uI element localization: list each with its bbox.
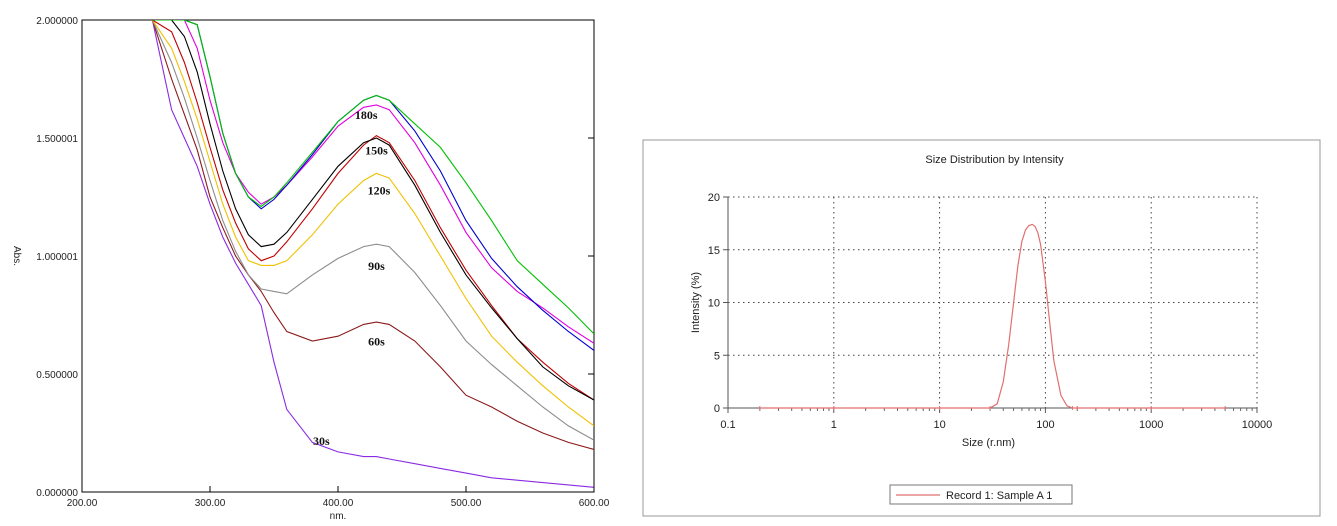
y-tick-label: 20 [708, 192, 720, 204]
x-tick-label: 400.00 [323, 498, 354, 509]
curve-label-180s: 180s [355, 108, 378, 122]
series-line-120s [151, 20, 594, 427]
curve-label-90s: 90s [368, 259, 385, 273]
y-tick-label: 0 [714, 403, 720, 415]
legend-box [889, 484, 1073, 505]
x-tick-label: 1 [831, 419, 837, 431]
series-line-unlabeled-5 [152, 20, 594, 401]
y-axis-title: Abs. [11, 246, 22, 266]
y-tick-label: 15 [708, 245, 720, 257]
x-tick-label: 500.00 [451, 498, 482, 509]
x-axis-title: nm. [330, 511, 347, 522]
legend: Record 1: Sample A 1 [889, 484, 1073, 505]
x-tick-label: 10000 [1242, 419, 1273, 431]
series-line-30s [151, 20, 594, 488]
x-tick-label: 0.1 [720, 419, 735, 431]
curve-label-60s: 60s [368, 335, 385, 349]
curve-label-150s: 150s [365, 144, 388, 158]
y-tick-label: 2.000000 [36, 16, 78, 27]
curve-label-30s: 30s [313, 434, 330, 448]
series-line-150s [152, 20, 594, 401]
series-line-60s [151, 20, 594, 451]
y-tick-label: 0.000000 [36, 488, 78, 499]
x-tick-label: 200.00 [67, 498, 98, 509]
x-tick-label: 300.00 [195, 498, 226, 509]
x-tick-label: 1000 [1139, 419, 1163, 431]
series-line-unlabeled-8 [152, 20, 594, 335]
y-tick-label: 10 [708, 298, 720, 310]
x-tick-label: 10 [933, 419, 945, 431]
chart-panel [642, 139, 1321, 517]
y-tick-label: 5 [714, 350, 720, 362]
y-tick-label: 1.000001 [36, 252, 78, 263]
y-tick-label: 0.500000 [36, 370, 78, 381]
curves [151, 20, 594, 488]
x-tick-label: 600.00 [579, 498, 610, 509]
curve-label-120s: 120s [368, 184, 391, 198]
uv-vis-absorbance-chart: 200.00 300.00 400.00 500.00 600.00 0.000000 0.… [11, 16, 610, 522]
y-axis-title: Intensity (%) [690, 272, 702, 333]
y-tick-label: 1.500001 [36, 134, 78, 145]
series-line-record-1 [759, 223, 1226, 409]
x-axis-title: Size (r.nm) [962, 437, 1015, 449]
chart-title: Size Distribution by Intensity [925, 154, 1064, 166]
x-tick-label: 100 [1036, 419, 1054, 431]
series-line-180s [152, 20, 594, 344]
series-line-90s [151, 20, 594, 441]
legend-entry: Record 1: Sample A 1 [946, 490, 1052, 502]
